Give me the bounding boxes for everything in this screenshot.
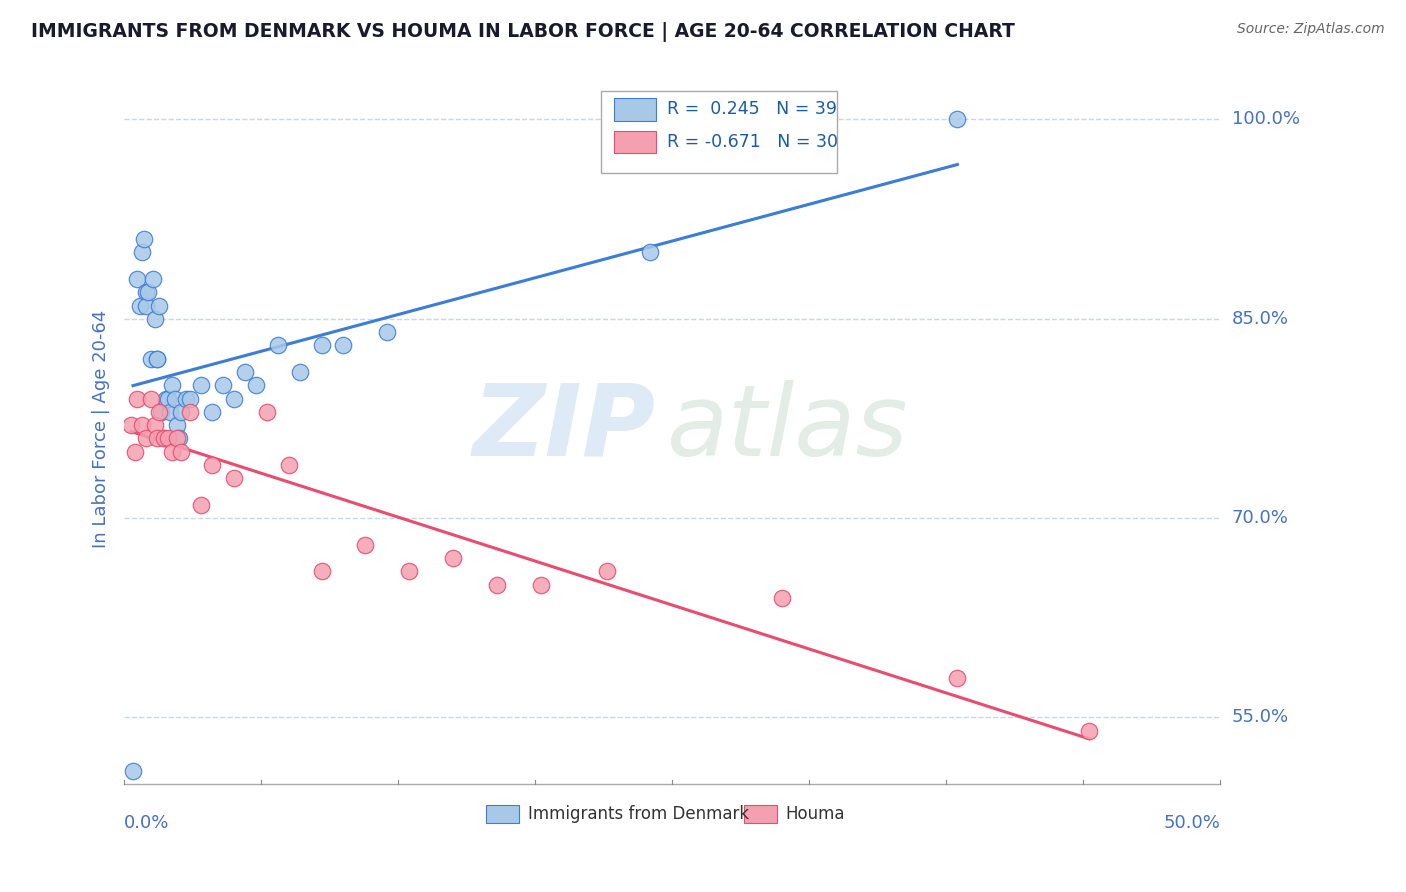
Point xyxy=(143,418,166,433)
Point xyxy=(277,458,299,472)
FancyBboxPatch shape xyxy=(614,98,657,120)
Point xyxy=(135,431,157,445)
Point xyxy=(174,392,197,406)
Point xyxy=(162,444,184,458)
Point xyxy=(148,298,170,312)
FancyBboxPatch shape xyxy=(486,805,519,823)
Point xyxy=(124,444,146,458)
Point xyxy=(163,392,186,406)
Text: 85.0%: 85.0% xyxy=(1232,310,1289,327)
Point xyxy=(222,471,245,485)
Point xyxy=(233,365,256,379)
Point xyxy=(127,272,149,286)
Point xyxy=(131,418,153,433)
Point xyxy=(142,272,165,286)
Point xyxy=(354,538,377,552)
Point xyxy=(132,232,155,246)
Point xyxy=(640,245,662,260)
Text: 70.0%: 70.0% xyxy=(1232,509,1288,527)
Point xyxy=(128,298,150,312)
Point xyxy=(167,431,190,445)
Text: 100.0%: 100.0% xyxy=(1232,111,1299,128)
Point xyxy=(166,431,188,445)
FancyBboxPatch shape xyxy=(614,130,657,153)
Point xyxy=(152,431,174,445)
Point xyxy=(159,405,181,419)
Point xyxy=(1077,723,1099,738)
Point xyxy=(155,392,177,406)
Point xyxy=(311,564,333,578)
Point xyxy=(127,392,149,406)
Text: 55.0%: 55.0% xyxy=(1232,708,1289,726)
Point xyxy=(770,591,793,605)
Point xyxy=(135,298,157,312)
Point xyxy=(530,577,553,591)
Point xyxy=(311,338,333,352)
Y-axis label: In Labor Force | Age 20-64: In Labor Force | Age 20-64 xyxy=(93,310,110,548)
Text: atlas: atlas xyxy=(666,380,908,477)
Point xyxy=(375,325,398,339)
Point xyxy=(946,112,969,127)
Point xyxy=(201,458,224,472)
Point xyxy=(222,392,245,406)
Text: 0.0%: 0.0% xyxy=(124,814,170,832)
Point xyxy=(170,405,193,419)
Point xyxy=(162,378,184,392)
Point xyxy=(179,392,201,406)
Point xyxy=(138,285,160,300)
Point xyxy=(148,405,170,419)
Point xyxy=(157,392,180,406)
Point xyxy=(152,431,174,445)
Point xyxy=(146,351,169,366)
Point xyxy=(245,378,267,392)
Text: Houma: Houma xyxy=(786,805,845,823)
Point xyxy=(595,564,617,578)
Point xyxy=(120,418,142,433)
Point xyxy=(143,311,166,326)
Point xyxy=(398,564,420,578)
Point xyxy=(122,764,145,778)
Text: R = -0.671   N = 30: R = -0.671 N = 30 xyxy=(666,133,838,151)
Point xyxy=(332,338,354,352)
Point xyxy=(267,338,290,352)
Point xyxy=(146,431,169,445)
Point xyxy=(441,551,464,566)
Point xyxy=(179,405,201,419)
Point xyxy=(139,392,162,406)
Point xyxy=(485,577,508,591)
Point xyxy=(190,498,212,512)
Point xyxy=(131,245,153,260)
Point xyxy=(946,671,969,685)
Point xyxy=(201,405,224,419)
Point xyxy=(135,285,157,300)
FancyBboxPatch shape xyxy=(602,91,837,172)
Point xyxy=(256,405,278,419)
Text: Source: ZipAtlas.com: Source: ZipAtlas.com xyxy=(1237,22,1385,37)
Point xyxy=(150,405,173,419)
Text: Immigrants from Denmark: Immigrants from Denmark xyxy=(527,805,749,823)
Point xyxy=(212,378,235,392)
Point xyxy=(190,378,212,392)
FancyBboxPatch shape xyxy=(744,805,776,823)
Point xyxy=(166,418,188,433)
Point xyxy=(170,444,193,458)
Point xyxy=(288,365,311,379)
Point xyxy=(146,351,169,366)
Text: IMMIGRANTS FROM DENMARK VS HOUMA IN LABOR FORCE | AGE 20-64 CORRELATION CHART: IMMIGRANTS FROM DENMARK VS HOUMA IN LABO… xyxy=(31,22,1015,42)
Text: R =  0.245   N = 39: R = 0.245 N = 39 xyxy=(666,100,837,119)
Text: 50.0%: 50.0% xyxy=(1164,814,1220,832)
Point xyxy=(139,351,162,366)
Text: ZIP: ZIP xyxy=(472,380,657,477)
Point xyxy=(157,431,180,445)
